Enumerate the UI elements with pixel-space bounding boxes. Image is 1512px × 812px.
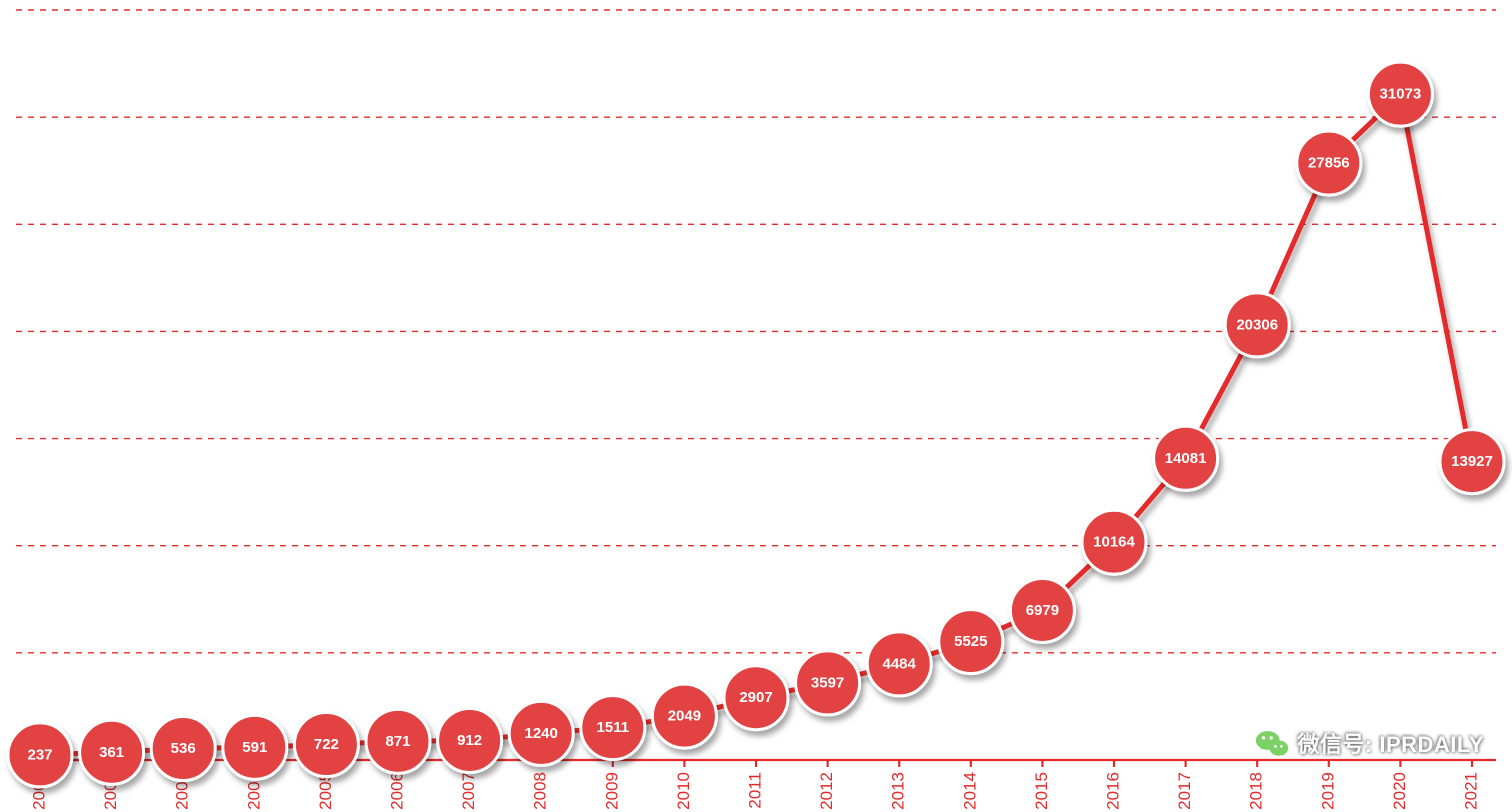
x-tick-label: 2016	[1103, 772, 1122, 810]
data-point: 4484	[867, 632, 931, 696]
watermark: 微信号: IPRDAILY	[1255, 726, 1484, 760]
x-tick-label: 2013	[889, 772, 908, 810]
x-tick-label: 2017	[1175, 772, 1194, 810]
data-point-label: 871	[385, 733, 410, 750]
x-tick-label: 2015	[1032, 772, 1051, 810]
x-tick-label: 2012	[817, 772, 836, 810]
data-point-label: 237	[27, 746, 52, 763]
data-point: 31073	[1368, 62, 1432, 126]
x-tick-label: 2011	[745, 772, 764, 809]
x-tick-label: 2007	[459, 772, 478, 810]
data-point-label: 1240	[525, 725, 558, 742]
data-point-label: 5525	[954, 633, 987, 650]
data-point-label: 4484	[883, 655, 917, 672]
data-point: 871	[366, 709, 430, 773]
x-tick-label: 2021	[1461, 772, 1480, 810]
x-tick-label: 2008	[531, 772, 550, 810]
data-point: 20306	[1225, 293, 1289, 357]
x-tick-label: 2009	[602, 772, 621, 810]
data-point: 536	[151, 717, 215, 781]
data-point: 2049	[652, 684, 716, 748]
data-point-label: 31073	[1380, 86, 1422, 103]
data-point: 14081	[1154, 426, 1218, 490]
watermark-text: 微信号: IPRDAILY	[1297, 727, 1484, 759]
data-point-label: 2907	[739, 689, 772, 706]
data-point: 237	[8, 723, 72, 787]
data-point: 10164	[1082, 510, 1146, 574]
data-point: 2907	[724, 666, 788, 730]
x-tick-label: 2014	[960, 772, 979, 810]
data-point-label: 912	[457, 732, 482, 749]
data-point-label: 2049	[668, 708, 701, 725]
x-tick-label: 2018	[1247, 772, 1266, 810]
data-point: 13927	[1440, 430, 1504, 494]
x-tick-label: 2020	[1390, 772, 1409, 810]
data-point-label: 591	[242, 739, 267, 756]
data-point: 1240	[509, 701, 573, 765]
data-point: 27856	[1297, 131, 1361, 195]
x-tick-label: 2019	[1318, 772, 1337, 810]
data-point-label: 722	[314, 736, 339, 753]
data-point-label: 10164	[1093, 534, 1135, 551]
x-tick-label: 2010	[674, 772, 693, 810]
data-point: 3597	[796, 651, 860, 715]
data-line	[40, 94, 1472, 755]
data-point-label: 6979	[1026, 602, 1059, 619]
data-point-label: 536	[171, 740, 196, 757]
line-chart: 2001200220032004200520062007200820092010…	[0, 0, 1512, 812]
data-point-label: 361	[99, 744, 124, 761]
data-point: 6979	[1010, 578, 1074, 642]
data-point: 591	[223, 715, 287, 779]
data-point-label: 3597	[811, 674, 844, 691]
data-point-label: 13927	[1451, 453, 1493, 470]
data-point-label: 14081	[1165, 450, 1207, 467]
data-point: 912	[438, 708, 502, 772]
data-point-label: 1511	[597, 719, 630, 736]
data-point: 5525	[939, 610, 1003, 674]
data-point: 722	[294, 713, 358, 777]
wechat-icon	[1255, 726, 1289, 760]
x-tick-label: 2006	[387, 772, 406, 810]
data-point-label: 27856	[1308, 155, 1350, 172]
data-point-label: 20306	[1236, 316, 1278, 333]
data-point: 361	[80, 720, 144, 784]
data-point: 1511	[581, 696, 645, 760]
